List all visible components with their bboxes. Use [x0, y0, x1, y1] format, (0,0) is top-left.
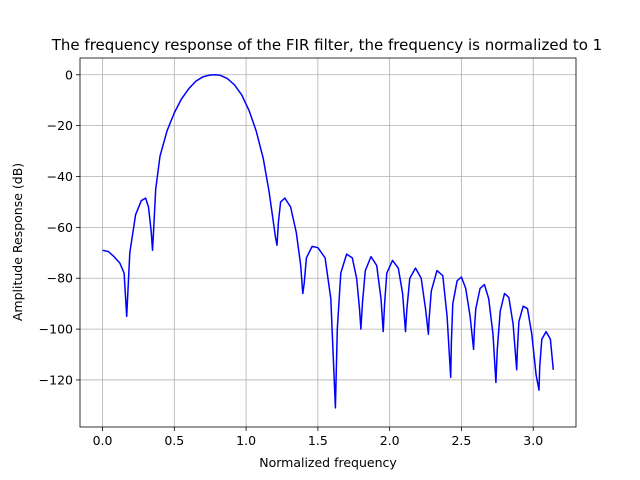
y-tick-label: −40	[47, 169, 73, 184]
plot-frame	[79, 57, 577, 428]
series-line	[102, 74, 555, 409]
x-tick-label: 2.5	[451, 433, 471, 448]
y-tick-label: −120	[39, 372, 73, 387]
grid	[80, 58, 576, 427]
y-tick-label: −80	[47, 271, 73, 286]
y-tick-label: −100	[39, 322, 73, 337]
y-axis: 0 −20 −40 −60 −80 −100 −120	[39, 67, 80, 387]
x-tick-label: 0.0	[93, 433, 113, 448]
y-tick-label: −60	[47, 220, 73, 235]
x-tick-label: 2.0	[380, 433, 400, 448]
chart-title: The frequency response of the FIR filter…	[51, 36, 602, 54]
x-tick-label: 1.0	[236, 433, 256, 448]
series-group	[102, 74, 555, 409]
x-tick-label: 0.5	[164, 433, 184, 448]
x-axis-label: Normalized frequency	[259, 455, 397, 470]
x-tick-label: 3.0	[523, 433, 543, 448]
y-axis-label: Amplitude Response (dB)	[10, 163, 25, 321]
y-tick-label: 0	[65, 67, 73, 82]
x-axis: 0.0 0.5 1.0 1.5 2.0 2.5 3.0	[93, 427, 543, 448]
x-tick-label: 1.5	[308, 433, 328, 448]
y-tick-label: −20	[47, 118, 73, 133]
